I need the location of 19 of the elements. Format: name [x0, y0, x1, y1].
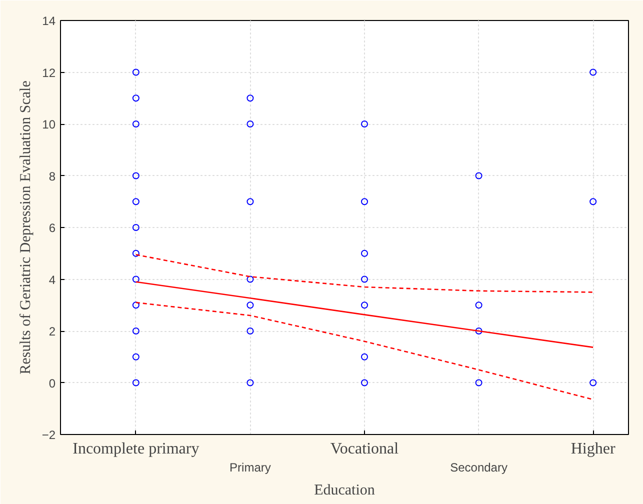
y-axis-title: Results of Geriatric Depression Evaluation Scale — [18, 80, 34, 374]
y-tick-label: −2 — [42, 428, 56, 442]
x-tick-label: Secondary — [450, 460, 508, 474]
y-tick-label: 4 — [48, 272, 56, 287]
y-tick-label: 0 — [48, 376, 56, 390]
x-tick-label: Higher — [570, 440, 616, 458]
x-axis-title: Education — [314, 482, 376, 498]
line-series — [135, 254, 594, 293]
y-tick-label: 14 — [42, 14, 56, 28]
line-series — [135, 302, 594, 400]
y-tick-label: 6 — [48, 221, 56, 235]
line-series — [135, 281, 594, 348]
y-tick-label: 12 — [42, 66, 56, 80]
y-tick-label: 10 — [42, 118, 56, 132]
x-tick-label: Vocational — [330, 440, 400, 458]
x-tick-label: Primary — [230, 460, 271, 474]
y-tick-label: 8 — [48, 169, 56, 184]
y-tick-label: 2 — [48, 324, 56, 338]
x-tick-label: Incomplete primary — [72, 440, 200, 458]
